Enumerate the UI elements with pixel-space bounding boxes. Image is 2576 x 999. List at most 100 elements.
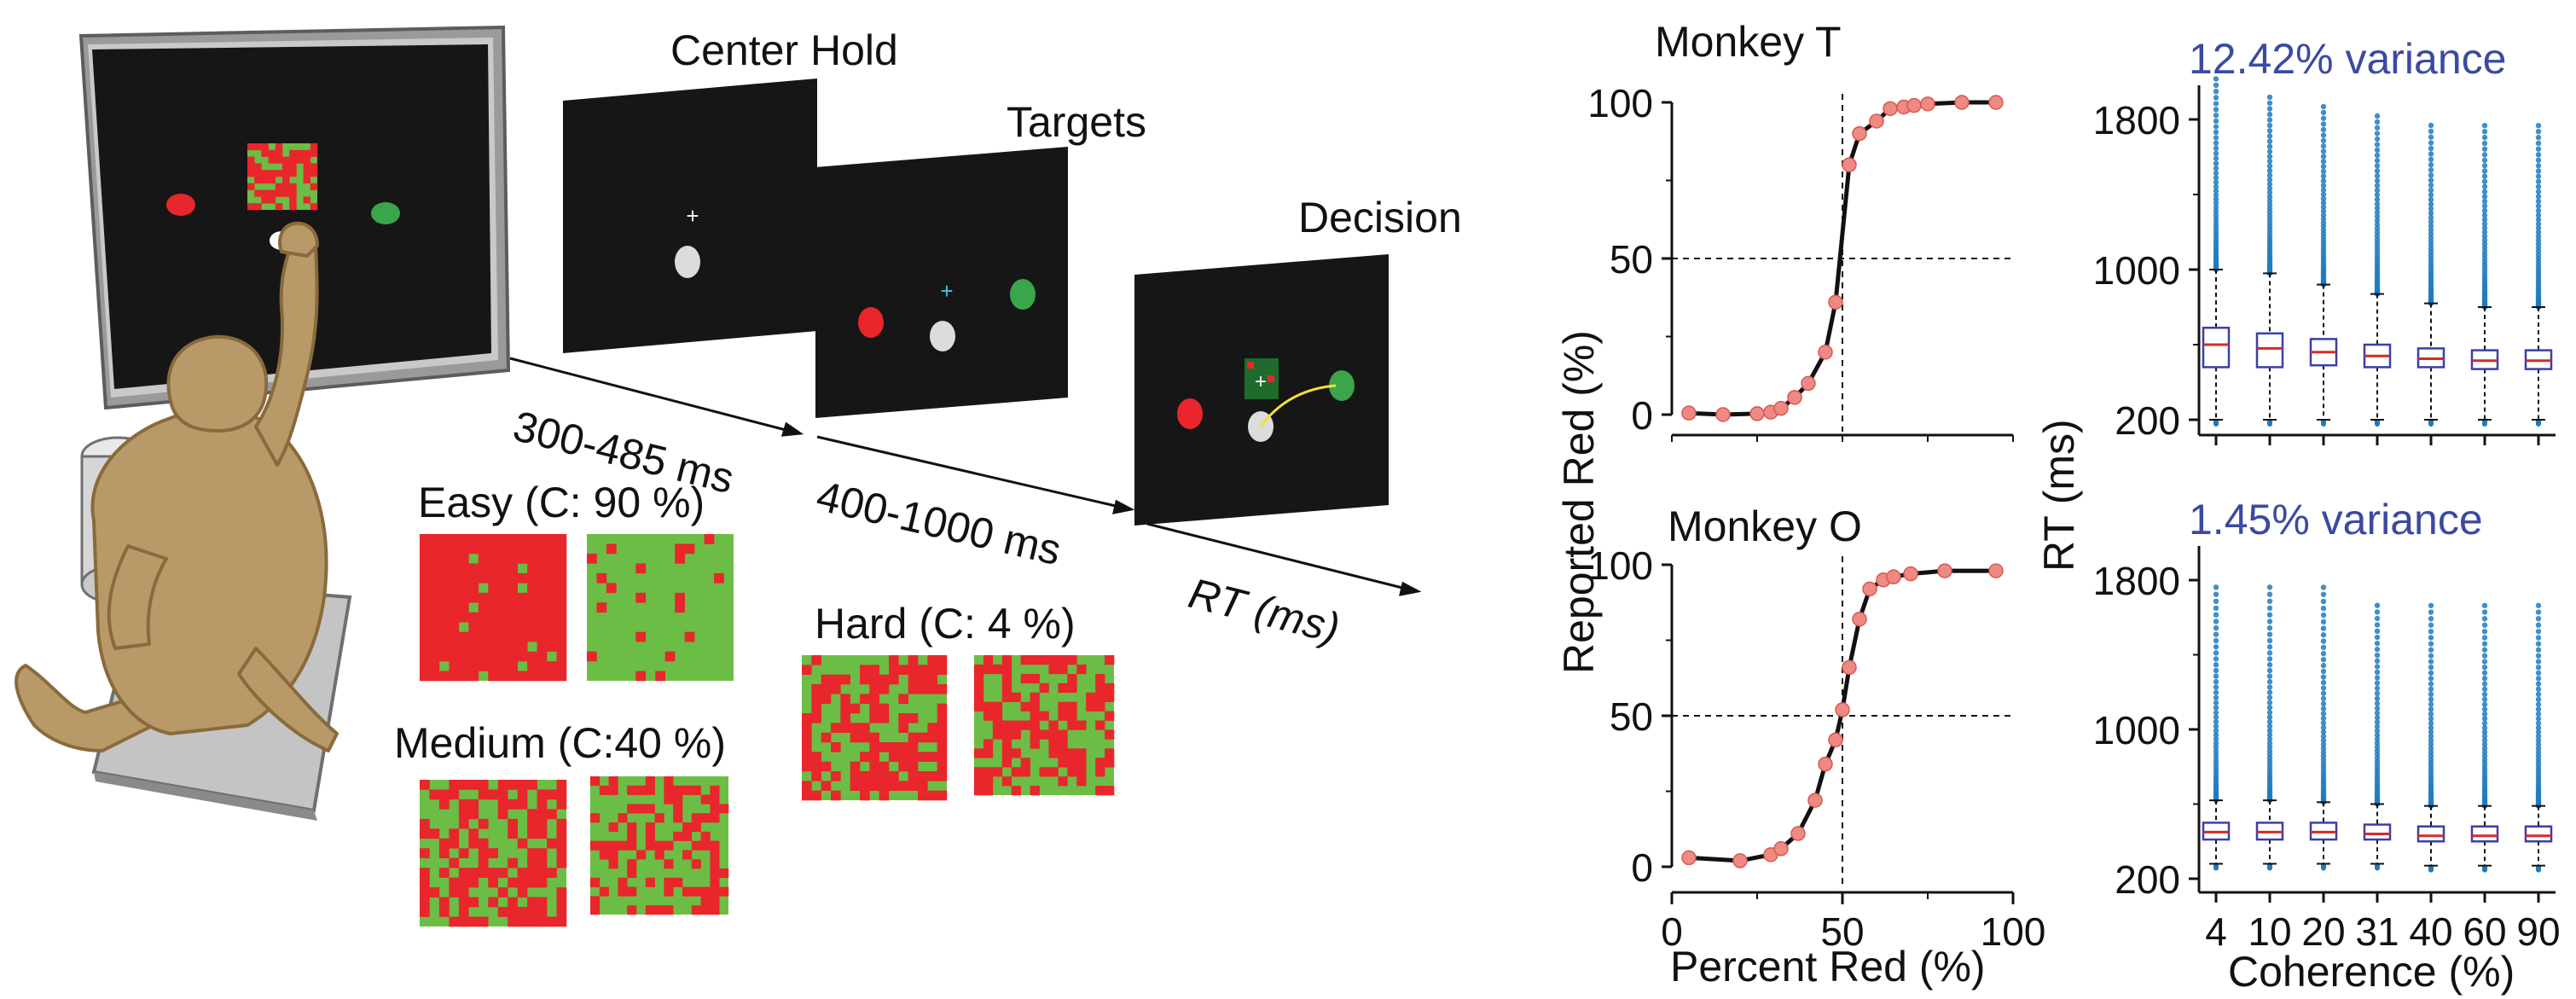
checker-cell — [254, 143, 262, 151]
board-cell — [636, 785, 647, 795]
outlier-point — [2481, 194, 2488, 200]
board-cell — [468, 534, 479, 544]
board-cell — [927, 674, 937, 685]
board-cell — [537, 631, 548, 642]
board-cell — [497, 602, 508, 613]
board-cell — [556, 612, 567, 623]
board-cell — [606, 543, 617, 555]
board-cell — [590, 896, 600, 906]
outlier-point — [2213, 624, 2219, 631]
outlier-point — [2320, 625, 2327, 631]
board-cell — [1011, 786, 1021, 796]
outlier-point — [2213, 179, 2219, 185]
board-cell — [478, 543, 489, 555]
board-cell — [635, 592, 647, 603]
board-cell — [497, 789, 508, 800]
outlier-point — [2266, 694, 2273, 700]
psychometric-title-monkey-o: Monkey O — [1668, 502, 1862, 550]
outlier-point — [2266, 584, 2273, 590]
checker-cell — [303, 170, 311, 177]
board-cell — [478, 612, 489, 623]
checker-cell — [275, 156, 283, 164]
outlier-point — [2535, 635, 2542, 641]
board-cell — [1105, 748, 1115, 758]
board-cell — [898, 752, 908, 762]
board-cell — [517, 543, 528, 555]
outlier-point — [2320, 746, 2327, 752]
board-cell — [1039, 655, 1049, 665]
board-cell — [527, 780, 537, 790]
board-cell — [429, 583, 440, 594]
board-cell — [869, 674, 879, 685]
outlier-point — [2481, 615, 2488, 622]
board-cell — [537, 592, 548, 603]
outlier-point — [2213, 140, 2219, 146]
outlier-point — [2213, 605, 2219, 612]
board-cell — [527, 612, 537, 623]
outlier-point — [2320, 208, 2327, 214]
board-cell — [869, 694, 879, 704]
data-point — [1869, 113, 1884, 129]
board-cell — [879, 713, 890, 723]
outlier-point — [2428, 238, 2434, 245]
checker-cell — [261, 143, 269, 151]
outlier-point — [2535, 183, 2542, 189]
board-background — [587, 534, 734, 681]
checker-cell — [310, 170, 318, 177]
outlier-point — [2266, 167, 2273, 174]
board-cell — [1067, 748, 1077, 758]
outlier-point — [2428, 681, 2434, 687]
outlier-point — [2320, 177, 2327, 184]
outlier-point — [2213, 740, 2219, 746]
board-cell — [527, 916, 537, 927]
board-cell — [420, 583, 430, 594]
board-cell — [458, 780, 469, 790]
board-cell — [527, 818, 537, 829]
checker-cell — [268, 189, 276, 197]
x-tick-label: 0 — [1661, 909, 1683, 954]
outlier-point — [2213, 584, 2219, 590]
outlier-point — [2535, 233, 2542, 240]
board-cell — [1048, 664, 1059, 675]
board-cell — [438, 651, 450, 662]
board-cell — [608, 822, 618, 833]
outlier-point — [2481, 653, 2488, 659]
board-cell — [918, 684, 928, 694]
board-cell — [664, 794, 674, 804]
outlier-point — [2535, 602, 2542, 608]
board-cell — [468, 622, 479, 632]
outlier-point — [2266, 143, 2273, 149]
outlier-point — [2428, 231, 2434, 237]
board-cell — [527, 631, 537, 642]
board-cell — [840, 674, 850, 685]
board-cell — [556, 553, 567, 564]
board-cell — [1001, 739, 1012, 749]
board-cell — [1067, 720, 1077, 730]
board-cell — [645, 822, 655, 833]
decision-reach-path — [1259, 384, 1337, 427]
board-cell — [438, 789, 450, 800]
board-cell — [802, 665, 812, 675]
board-cell — [1030, 701, 1040, 711]
board-cell — [527, 602, 537, 613]
board-cell — [508, 857, 518, 868]
board-cell — [517, 868, 528, 878]
board-cell — [488, 592, 499, 603]
board-cell — [537, 553, 548, 564]
board-cell — [869, 781, 879, 791]
outlier-point — [2320, 187, 2327, 193]
board-cell — [811, 790, 821, 801]
board-cell — [1058, 748, 1068, 758]
board-cell — [627, 868, 637, 879]
board-cell — [889, 665, 899, 675]
board-cell — [517, 602, 528, 613]
board-cell — [420, 602, 430, 613]
outlier-point — [2374, 700, 2381, 706]
data-point — [1828, 732, 1843, 748]
board-cell — [438, 563, 450, 574]
board-cell — [537, 642, 548, 652]
outlier-point — [2428, 134, 2434, 140]
outlier-point — [2535, 225, 2542, 231]
outlier-point — [2266, 128, 2273, 134]
phase-label-decision: Decision — [1298, 194, 1462, 241]
